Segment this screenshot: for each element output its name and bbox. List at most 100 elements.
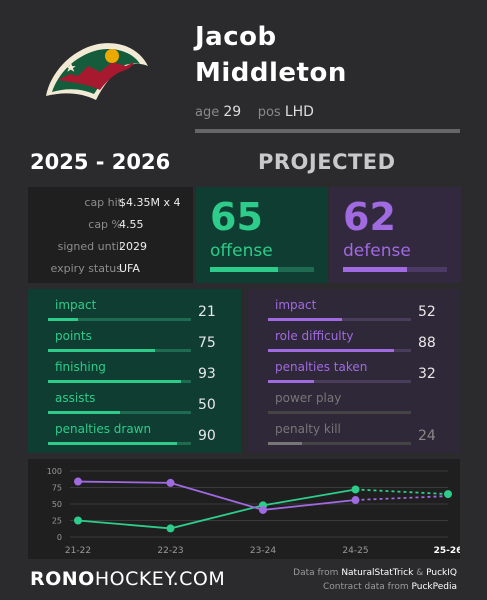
offense-rating-track: [210, 267, 314, 272]
defense-rating-fill: [343, 267, 408, 272]
x-tick-label: 25-26: [434, 546, 460, 556]
stat-track: [268, 349, 411, 352]
contract-value: 2029: [119, 240, 147, 253]
stat-fill: [268, 442, 303, 445]
stat-fill: [48, 411, 120, 414]
series-projection-line: [355, 488, 449, 495]
age-value: 29: [223, 104, 242, 120]
contract-value: UFA: [119, 262, 140, 275]
stat-value: 52: [418, 304, 436, 320]
stat-fill: [268, 318, 343, 321]
y-tick-label: 100: [47, 467, 62, 476]
stat-fill: [48, 318, 79, 321]
series-point: [166, 478, 175, 487]
series-point: [74, 477, 82, 486]
x-tick-label: 21-22: [65, 546, 91, 556]
stat-value: 21: [198, 304, 216, 320]
x-tick-label: 23-24: [250, 546, 276, 556]
contract-label: cap hit: [84, 196, 122, 209]
pos-value: LHD: [284, 104, 314, 120]
defense-rating-track: [343, 267, 447, 272]
contract-panel: cap hit $4.35M x 4 cap % 4.55 signed unt…: [28, 187, 193, 283]
team-logo: [46, 43, 148, 100]
stat-value: 32: [418, 366, 436, 382]
stat-label: finishing: [55, 360, 106, 374]
stat-label: penalty kill: [275, 422, 341, 436]
contract-label: signed until: [57, 240, 122, 253]
contract-label: cap %: [88, 218, 122, 231]
stat-track: [268, 442, 411, 445]
stat-fill: [48, 442, 177, 445]
source-naturalstattrick: NaturalStatTrick: [341, 568, 414, 578]
data-credits: Data from NaturalStatTrick & PuckIQ Cont…: [293, 566, 457, 594]
stat-label: role difficulty: [275, 329, 354, 343]
player-meta: age 29 pos LHD: [195, 104, 314, 120]
stat-row: penalties taken 32: [248, 360, 460, 390]
series-projection-line: [355, 495, 449, 501]
offense-rating-fill: [210, 267, 278, 272]
contract-label: expiry status: [50, 262, 122, 275]
series-point: [259, 505, 267, 514]
trend-chart: 100 75 50 25 0 21-22 22-23 23-24 24-25 25-26: [28, 459, 463, 559]
series-line: [77, 480, 356, 511]
series-line: [77, 488, 356, 530]
stat-value: 90: [198, 428, 216, 444]
stat-row: assists 50: [28, 391, 241, 421]
stat-value: 93: [198, 366, 216, 382]
amp: &: [416, 568, 424, 578]
stat-row: impact 21: [28, 298, 241, 328]
y-tick-label: 0: [57, 533, 62, 542]
stat-fill: [268, 380, 314, 383]
stat-track: [48, 442, 191, 445]
stat-label: power play: [275, 391, 342, 405]
season-title: 2025 - 2026: [30, 150, 171, 174]
stat-value: 88: [418, 335, 436, 351]
contract-from-label: Contract data from: [322, 582, 409, 592]
stat-track: [268, 318, 411, 321]
contract-value: 4.55: [119, 218, 144, 231]
stat-row: penalties drawn 90: [28, 422, 241, 452]
offense-rating-card: 65 offense: [196, 187, 328, 283]
stat-track: [268, 411, 411, 414]
stat-label: impact: [55, 298, 97, 312]
defense-rating-card: 62 defense: [329, 187, 461, 283]
y-tick-label: 75: [52, 484, 62, 493]
brand-rest: HOCKEY.COM: [94, 568, 226, 590]
pos-label: pos: [257, 105, 281, 120]
stat-track: [48, 318, 191, 321]
stat-row: points 75: [28, 329, 241, 359]
offense-rating-value: 65: [210, 195, 263, 239]
stat-label: assists: [55, 391, 96, 405]
projected-title: PROJECTED: [258, 150, 396, 174]
contract-value: $4.35M x 4: [119, 196, 181, 209]
stat-row: penalty kill 24: [248, 422, 460, 452]
stat-value: 24: [418, 428, 436, 444]
source-puckiq: PuckIQ: [426, 568, 457, 578]
player-last-name: Middleton: [195, 58, 347, 88]
stat-track: [268, 380, 411, 383]
series-point: [444, 490, 452, 499]
stat-track: [48, 380, 191, 383]
defense-rating-value: 62: [343, 195, 396, 239]
stat-label: penalties drawn: [55, 422, 152, 436]
x-tick-label: 24-25: [342, 546, 368, 556]
stat-value: 75: [198, 335, 216, 351]
trend-chart-svg: 100 75 50 25 021-22 22-23 23-24 24-25 25-26: [47, 467, 463, 556]
defense-rating-label: defense: [343, 241, 411, 261]
stat-label: points: [55, 329, 92, 343]
y-tick-label: 25: [52, 517, 62, 526]
series-point: [74, 516, 82, 525]
age-label: age: [195, 105, 220, 120]
series-point: [166, 524, 175, 533]
brand-bold: RONO: [30, 568, 95, 590]
stat-track: [48, 349, 191, 352]
stat-row: power play: [248, 391, 460, 421]
series-point: [351, 496, 360, 505]
stat-fill: [268, 349, 394, 352]
offense-stats-panel: impact 21 points 75 finishing 93 assists 50 pena…: [28, 289, 241, 453]
x-tick-label: 22-23: [157, 546, 183, 556]
series-point: [351, 485, 360, 494]
stat-value: 50: [198, 397, 216, 413]
y-tick-label: 50: [52, 500, 62, 509]
stat-fill: [48, 349, 156, 352]
